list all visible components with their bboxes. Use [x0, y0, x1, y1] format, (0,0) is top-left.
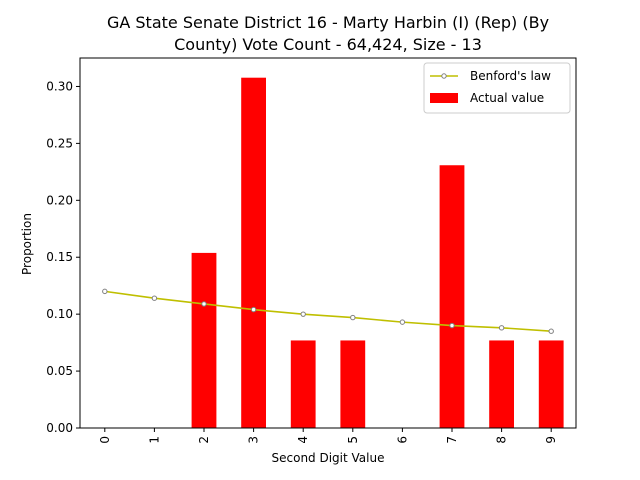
bar-9 — [538, 340, 564, 428]
x-axis-label: Second Digit Value — [272, 451, 385, 465]
bar-4 — [290, 340, 316, 428]
y-tick-label-0.25: 0.25 — [46, 136, 73, 150]
bar-7 — [439, 165, 465, 428]
legend-bar-swatch — [430, 93, 458, 103]
benford-point-3 — [250, 306, 257, 313]
benford-point-7 — [449, 322, 455, 329]
x-tick-label-0: 0 — [98, 436, 112, 444]
benford-point-9 — [548, 328, 554, 334]
plot-area: 0.00 0.05 0.10 0.15 0.20 0.25 0.30 0 1 2 3 4 5 6 7 8 9 — [46, 57, 577, 444]
x-tick-label-2: 2 — [197, 436, 211, 444]
benford-line — [104, 290, 552, 333]
benford-point-5 — [350, 314, 356, 321]
x-tick-label-7: 7 — [445, 436, 459, 444]
legend-label-benford: Benford's law — [470, 69, 551, 83]
x-tick-label-1: 1 — [147, 436, 161, 444]
y-tick-label-0.15: 0.15 — [46, 250, 73, 264]
x-tick-label-6: 6 — [395, 436, 409, 444]
benford-point-8 — [498, 325, 505, 331]
legend-label-actual: Actual value — [470, 91, 544, 105]
y-tick-label-0.30: 0.30 — [46, 79, 73, 93]
bar-2 — [191, 252, 217, 428]
bar-3 — [241, 77, 266, 429]
axes-frame — [79, 57, 577, 429]
benford-point-6 — [399, 319, 406, 325]
y-tick-label-0.20: 0.20 — [46, 193, 73, 207]
chart-title-line-2: County) Vote Count - 64,424, Size - 13 — [174, 35, 482, 54]
benford-point-2 — [201, 301, 207, 307]
bar-8 — [489, 340, 514, 428]
x-tick-label-5: 5 — [346, 436, 360, 444]
y-axis-label: Proportion — [20, 213, 34, 275]
x-tick-label-9: 9 — [544, 436, 558, 444]
x-tick-label-4: 4 — [296, 436, 310, 444]
bar-5 — [340, 340, 366, 428]
chart-title-line-1: GA State Senate District 16 - Marty Harb… — [107, 13, 549, 32]
x-tick-label-3: 3 — [247, 436, 261, 444]
benford-point-4 — [300, 311, 306, 317]
y-tick-label-0.00: 0.00 — [46, 421, 73, 435]
y-tick-label-0.10: 0.10 — [46, 307, 73, 321]
legend-box — [423, 62, 571, 114]
benford-point-0 — [102, 288, 108, 295]
legend: Benford's law Actual value — [423, 62, 571, 114]
y-tick-label-0.05: 0.05 — [46, 364, 73, 378]
benford-point-1 — [151, 295, 158, 301]
legend-marker-swatch — [441, 73, 447, 79]
x-tick-label-8: 8 — [495, 436, 509, 444]
